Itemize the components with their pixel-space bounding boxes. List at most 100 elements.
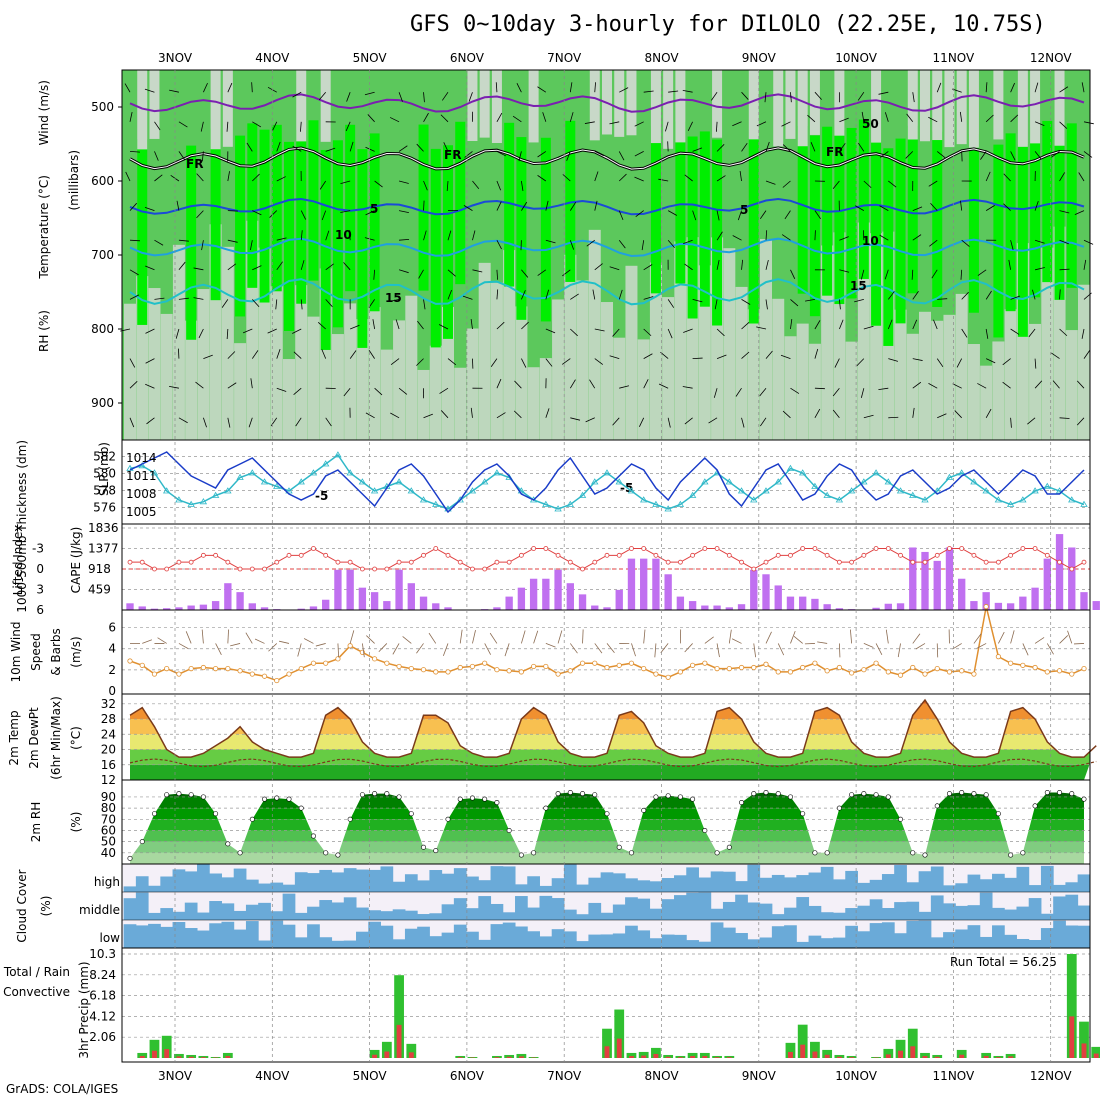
wind-barb bbox=[832, 180, 840, 190]
rh-dry-band bbox=[1017, 70, 1028, 147]
rh-wet-band bbox=[516, 137, 527, 320]
li-point bbox=[971, 552, 977, 558]
rh-tick: 50 bbox=[101, 835, 116, 849]
contour-label: 15 bbox=[850, 279, 867, 293]
cloud-cell bbox=[710, 871, 724, 892]
wind-barb bbox=[349, 141, 354, 152]
li-point bbox=[396, 559, 402, 565]
contour-freezing-inner bbox=[129, 147, 1085, 170]
cloud-cell bbox=[404, 874, 418, 892]
wind-barb bbox=[440, 114, 449, 123]
rh-dry-band bbox=[124, 303, 136, 440]
surface-wind-barb bbox=[1022, 643, 1029, 656]
rh-point bbox=[396, 794, 402, 800]
rh-point bbox=[861, 791, 867, 797]
cloud-cell bbox=[258, 940, 271, 948]
rh-point bbox=[800, 811, 806, 817]
rh-point bbox=[482, 796, 488, 802]
wind-barb bbox=[178, 297, 189, 300]
wind-barb bbox=[198, 328, 204, 339]
cloud-cell bbox=[233, 910, 247, 920]
rh-dry-band bbox=[149, 70, 160, 139]
cape-bar bbox=[407, 583, 415, 610]
thickness-line-point bbox=[847, 487, 856, 494]
wind-barb bbox=[374, 387, 383, 396]
li-tick: -3 bbox=[32, 542, 44, 556]
wind-barb bbox=[389, 117, 400, 123]
surface-wind-barb bbox=[361, 643, 365, 658]
cape-bar bbox=[737, 604, 746, 610]
cloud-cell bbox=[930, 895, 944, 920]
precip-total-bar bbox=[883, 1048, 894, 1058]
wind-speed-line-point bbox=[420, 667, 427, 673]
surface-wind-barb bbox=[716, 643, 720, 658]
cloud-cell bbox=[600, 872, 614, 892]
surface-wind-barb bbox=[660, 643, 669, 654]
rh-wet-band bbox=[993, 144, 1004, 338]
cloud-cell bbox=[392, 909, 406, 920]
wind-barb bbox=[1034, 239, 1045, 244]
contour-label: 10 bbox=[862, 234, 879, 248]
wind-barb bbox=[1083, 239, 1094, 245]
wind-speed-line-point bbox=[286, 671, 292, 677]
wind-barb bbox=[1034, 380, 1043, 389]
cloud-cell bbox=[649, 881, 663, 892]
li-point bbox=[910, 559, 916, 565]
wind-barb bbox=[1074, 210, 1085, 216]
rh-dry-band bbox=[295, 285, 308, 440]
cloud-cell bbox=[135, 892, 149, 920]
cape-bar bbox=[799, 596, 807, 610]
wind-speed-line-point bbox=[836, 664, 842, 671]
wind-barb bbox=[569, 82, 573, 93]
cape-bar bbox=[297, 608, 305, 610]
precip-convective-bar bbox=[849, 1057, 855, 1058]
wind-speed-line-point bbox=[616, 662, 622, 668]
pressure-tick: 500 bbox=[91, 100, 114, 114]
rh-wet-band bbox=[809, 135, 820, 317]
cape-bar bbox=[1068, 547, 1076, 610]
cape-bar bbox=[432, 603, 440, 610]
wind-speed-line-point bbox=[885, 669, 891, 675]
precip-total-bar bbox=[1079, 1021, 1089, 1058]
rh-axis-label: (%) bbox=[69, 812, 83, 833]
cloud-cell bbox=[722, 871, 736, 892]
wind-barb bbox=[732, 235, 742, 241]
rh-band bbox=[130, 841, 1084, 853]
cloud-cell bbox=[233, 868, 247, 892]
slp-tick: 1014 bbox=[126, 451, 157, 465]
wind-barb bbox=[496, 240, 502, 250]
wind-barb bbox=[276, 349, 281, 359]
wind-barb bbox=[1081, 328, 1085, 339]
wind-barb bbox=[668, 90, 679, 93]
cloud-cell bbox=[135, 876, 149, 892]
cloud-cell bbox=[1016, 866, 1030, 892]
wind-barb bbox=[1002, 381, 1011, 389]
wind-barb bbox=[980, 151, 987, 160]
wind-speed-line-point bbox=[849, 670, 855, 676]
rh-dry-band bbox=[589, 70, 600, 141]
rh-point bbox=[1032, 803, 1038, 809]
thickness-line-point bbox=[909, 491, 917, 498]
wind-barb bbox=[561, 358, 571, 365]
wind-barb bbox=[1034, 151, 1042, 160]
li-point bbox=[616, 552, 622, 558]
rh-wet-band bbox=[320, 149, 331, 350]
wind-barb bbox=[1002, 358, 1011, 366]
cloud-cell bbox=[943, 932, 956, 948]
cape-bar bbox=[260, 607, 269, 610]
cloud-cell bbox=[380, 866, 394, 892]
cloud-cell bbox=[894, 933, 907, 948]
precip-convective-bar bbox=[1093, 1053, 1099, 1058]
wind-barb bbox=[569, 240, 575, 250]
wind-barb bbox=[1034, 358, 1037, 369]
surface-wind-barb bbox=[557, 630, 563, 644]
wind-barb bbox=[367, 114, 375, 123]
surface-wind-barb bbox=[185, 631, 192, 644]
cape-bar bbox=[236, 592, 244, 610]
wind-barb bbox=[423, 200, 425, 211]
rh-point bbox=[384, 791, 390, 797]
cape-bar bbox=[603, 607, 611, 610]
wind-barb bbox=[839, 117, 849, 123]
cloud-cell bbox=[221, 903, 235, 920]
wind-barb bbox=[144, 88, 155, 93]
